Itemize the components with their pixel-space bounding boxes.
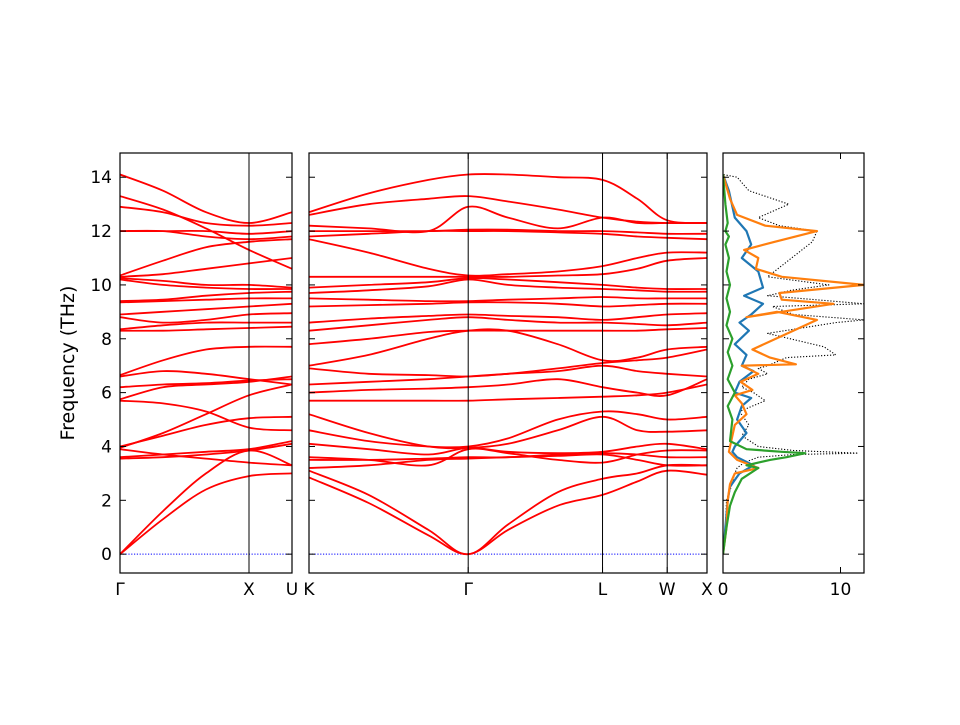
band-line-0-12 [120, 325, 292, 332]
band-line-1-11 [309, 348, 707, 378]
band-line-1-14 [309, 316, 707, 332]
dos-frame [722, 152, 865, 574]
band-line-0-17 [120, 290, 292, 302]
dos-panel: 0 10 [718, 152, 865, 600]
band-line-1-16 [309, 301, 707, 308]
band-gamma-x-u-plot-area [120, 173, 292, 555]
x-tick-label: X [701, 580, 713, 600]
x-tick-label: Γ [115, 580, 125, 600]
y-axis-label: Frequency (THz) [57, 286, 79, 441]
band-line-0-6 [120, 415, 292, 448]
band-line-1-19 [309, 277, 707, 290]
y-tick-label: 0 [101, 545, 112, 565]
band-line-0-5 [120, 383, 292, 449]
band-line-1-1 [309, 463, 707, 556]
x-tick-label: W [659, 580, 676, 600]
y-tick-label: 10 [90, 276, 112, 296]
band-line-1-0 [309, 469, 707, 556]
x-tick-label: U [286, 580, 298, 600]
dos-line-3 [723, 174, 807, 555]
dos-plot-area [723, 173, 864, 555]
band-line-0-15 [120, 302, 292, 316]
y-tick-label: 8 [101, 330, 112, 350]
band-line-1-4 [309, 447, 707, 467]
band-line-0-7 [120, 399, 292, 432]
band-line-1-6 [309, 410, 707, 449]
band-line-0-19 [120, 277, 292, 289]
band-line-1-13 [309, 327, 707, 346]
y-tick-label: 4 [101, 437, 112, 457]
band-line-1-21 [309, 238, 707, 277]
band-line-1-26 [309, 173, 707, 224]
band-line-0-4 [120, 448, 292, 467]
band-line-0-18 [120, 278, 292, 290]
band-line-0-13 [120, 321, 292, 331]
band-line-1-25 [309, 195, 707, 224]
band-line-1-12 [309, 328, 707, 367]
band-line-0-25 [120, 195, 292, 270]
x-tick-label: 10 [830, 580, 852, 600]
x-tick-label: L [598, 580, 608, 600]
band-line-1-15 [309, 312, 707, 324]
dos-line-0 [723, 173, 864, 555]
band-line-1-17 [309, 296, 707, 303]
band-gamma-x-u-panel: 0 2 4 6 8 10 12 14 Γ X U [90, 152, 298, 600]
dos-line-2 [723, 174, 864, 555]
band-line-0-16 [120, 297, 292, 304]
x-tick-label: K [303, 580, 315, 600]
band-line-1-22 [309, 229, 707, 241]
band-line-1-18 [309, 278, 707, 294]
band-line-1-10 [309, 364, 707, 386]
band-line-1-20 [309, 257, 707, 278]
band-line-0-11 [120, 345, 292, 376]
x-tick-label: X [243, 580, 255, 600]
band-line-0-14 [120, 312, 292, 324]
band-line-0-24 [120, 205, 292, 227]
y-tick-label: 12 [90, 222, 112, 242]
band-line-0-2 [120, 442, 292, 460]
band-line-0-0 [120, 472, 292, 555]
y-tick-label: 6 [101, 384, 112, 404]
band-line-1-9 [309, 378, 707, 397]
band-line-0-21 [120, 238, 292, 277]
band-line-0-9 [120, 378, 292, 389]
y-tick-label: 2 [101, 491, 112, 511]
x-tick-label: Γ [463, 580, 473, 600]
band-k-gamma-l-w-x-plot-area [309, 173, 707, 556]
y-tick-label: 14 [90, 168, 112, 188]
band-line-1-7 [309, 413, 707, 450]
band-line-0-26 [120, 173, 292, 224]
band-line-0-1 [120, 449, 292, 555]
band-line-0-3 [120, 440, 292, 459]
band-line-0-20 [120, 257, 292, 278]
band-line-0-10 [120, 370, 292, 386]
band-line-0-23 [120, 229, 292, 235]
x-tick-label: 0 [718, 580, 729, 600]
band-line-1-5 [309, 442, 707, 456]
